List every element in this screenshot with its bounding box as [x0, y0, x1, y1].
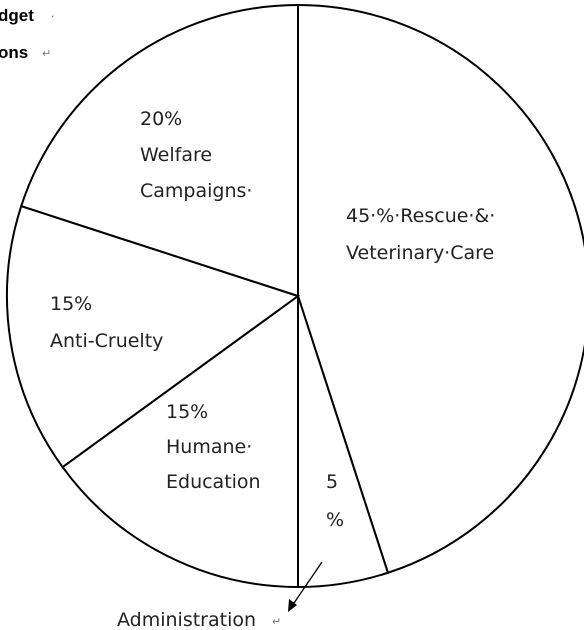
annotation-format-mark: ↵	[272, 615, 281, 628]
slice-label-line: Veterinary·Care	[346, 242, 494, 264]
pie-slice	[6, 204, 301, 469]
pie-slice	[19, 3, 299, 298]
title-format-mark: ↵	[42, 47, 51, 60]
administration-callout-arrowhead	[288, 599, 297, 612]
administration-callout-arrow	[291, 561, 323, 607]
chart-title-line-2: ons	[0, 43, 28, 62]
slice-label-line: Anti-Cruelty	[50, 330, 163, 352]
slice-labels: 45·%·Rescue·&· Veterinary·Care 5% 15% Humane…	[50, 108, 495, 531]
slice-label-line: 15%	[166, 401, 208, 423]
slice-label-line: Humane·	[166, 436, 252, 458]
slice-label-line: %	[326, 509, 344, 531]
pie-slice	[61, 294, 299, 589]
administration-annotation: Administration ↵	[117, 561, 323, 630]
slice-label-line: 45·%·Rescue·&·	[346, 205, 495, 227]
administration-label: Administration	[117, 609, 256, 630]
chart-title: dget ons · ↵	[0, 6, 55, 62]
pie-slice	[297, 3, 584, 575]
slice-label-line: 5	[326, 471, 338, 493]
slice-label-line: 15%	[50, 293, 92, 315]
chart-title-line-1: dget	[0, 6, 34, 25]
slice-label-line: Campaigns·	[140, 180, 252, 202]
title-format-mark: ·	[51, 10, 55, 23]
pie-slices	[6, 3, 584, 589]
slice-label-line: 20%	[140, 108, 182, 130]
slice-label-line: Welfare	[140, 144, 212, 166]
slice-label-line: Education	[166, 471, 261, 493]
